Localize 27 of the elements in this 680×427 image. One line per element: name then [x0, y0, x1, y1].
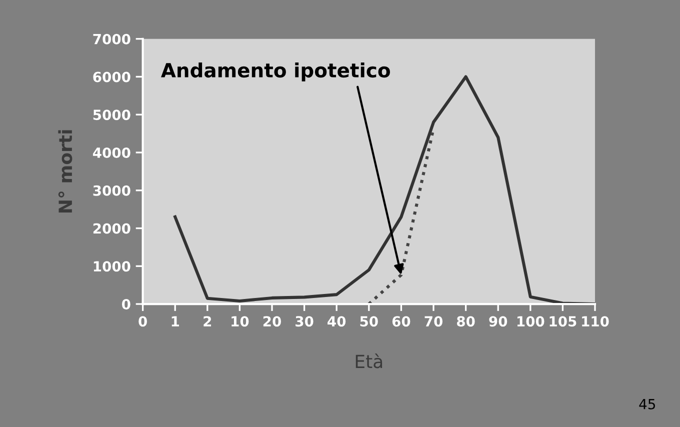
x-tick-label: 40: [328, 316, 346, 327]
x-tick-label: 30: [296, 316, 314, 327]
x-tick-label: 105: [550, 316, 576, 327]
x-tick-label: 90: [489, 316, 508, 327]
y-tick-label: 3000: [93, 185, 130, 196]
x-tick-label: 70: [424, 316, 442, 327]
y-tick-label: 2000: [93, 223, 130, 234]
y-tick-label: 0: [122, 298, 130, 310]
x-tick-label: 60: [392, 316, 410, 327]
x-tick-label: 20: [263, 316, 281, 327]
text: 45: [639, 399, 655, 410]
x-tick-label: 80: [456, 316, 475, 327]
x-tick-label: 0: [138, 316, 147, 327]
y-tick-label: 4000: [92, 147, 130, 158]
annotation: Andamento ipotetico: [160, 62, 390, 82]
x-tick-label: 110: [582, 316, 609, 327]
y-tick-label: 6000: [93, 72, 130, 82]
x-tick-label: 10: [232, 316, 249, 327]
y-axis-title: N° morti: [58, 130, 72, 212]
x-axis-title: Età: [356, 354, 382, 368]
y-tick-label: 5000: [93, 110, 130, 120]
y-tick-label: 7000: [93, 34, 130, 44]
x-tick-label: 50: [360, 316, 378, 327]
x-tick-label: 1: [172, 316, 179, 326]
y-tick-label: 1000: [94, 261, 130, 272]
x-tick-label: 2: [204, 316, 212, 326]
x-tick-label: 100: [517, 316, 544, 327]
